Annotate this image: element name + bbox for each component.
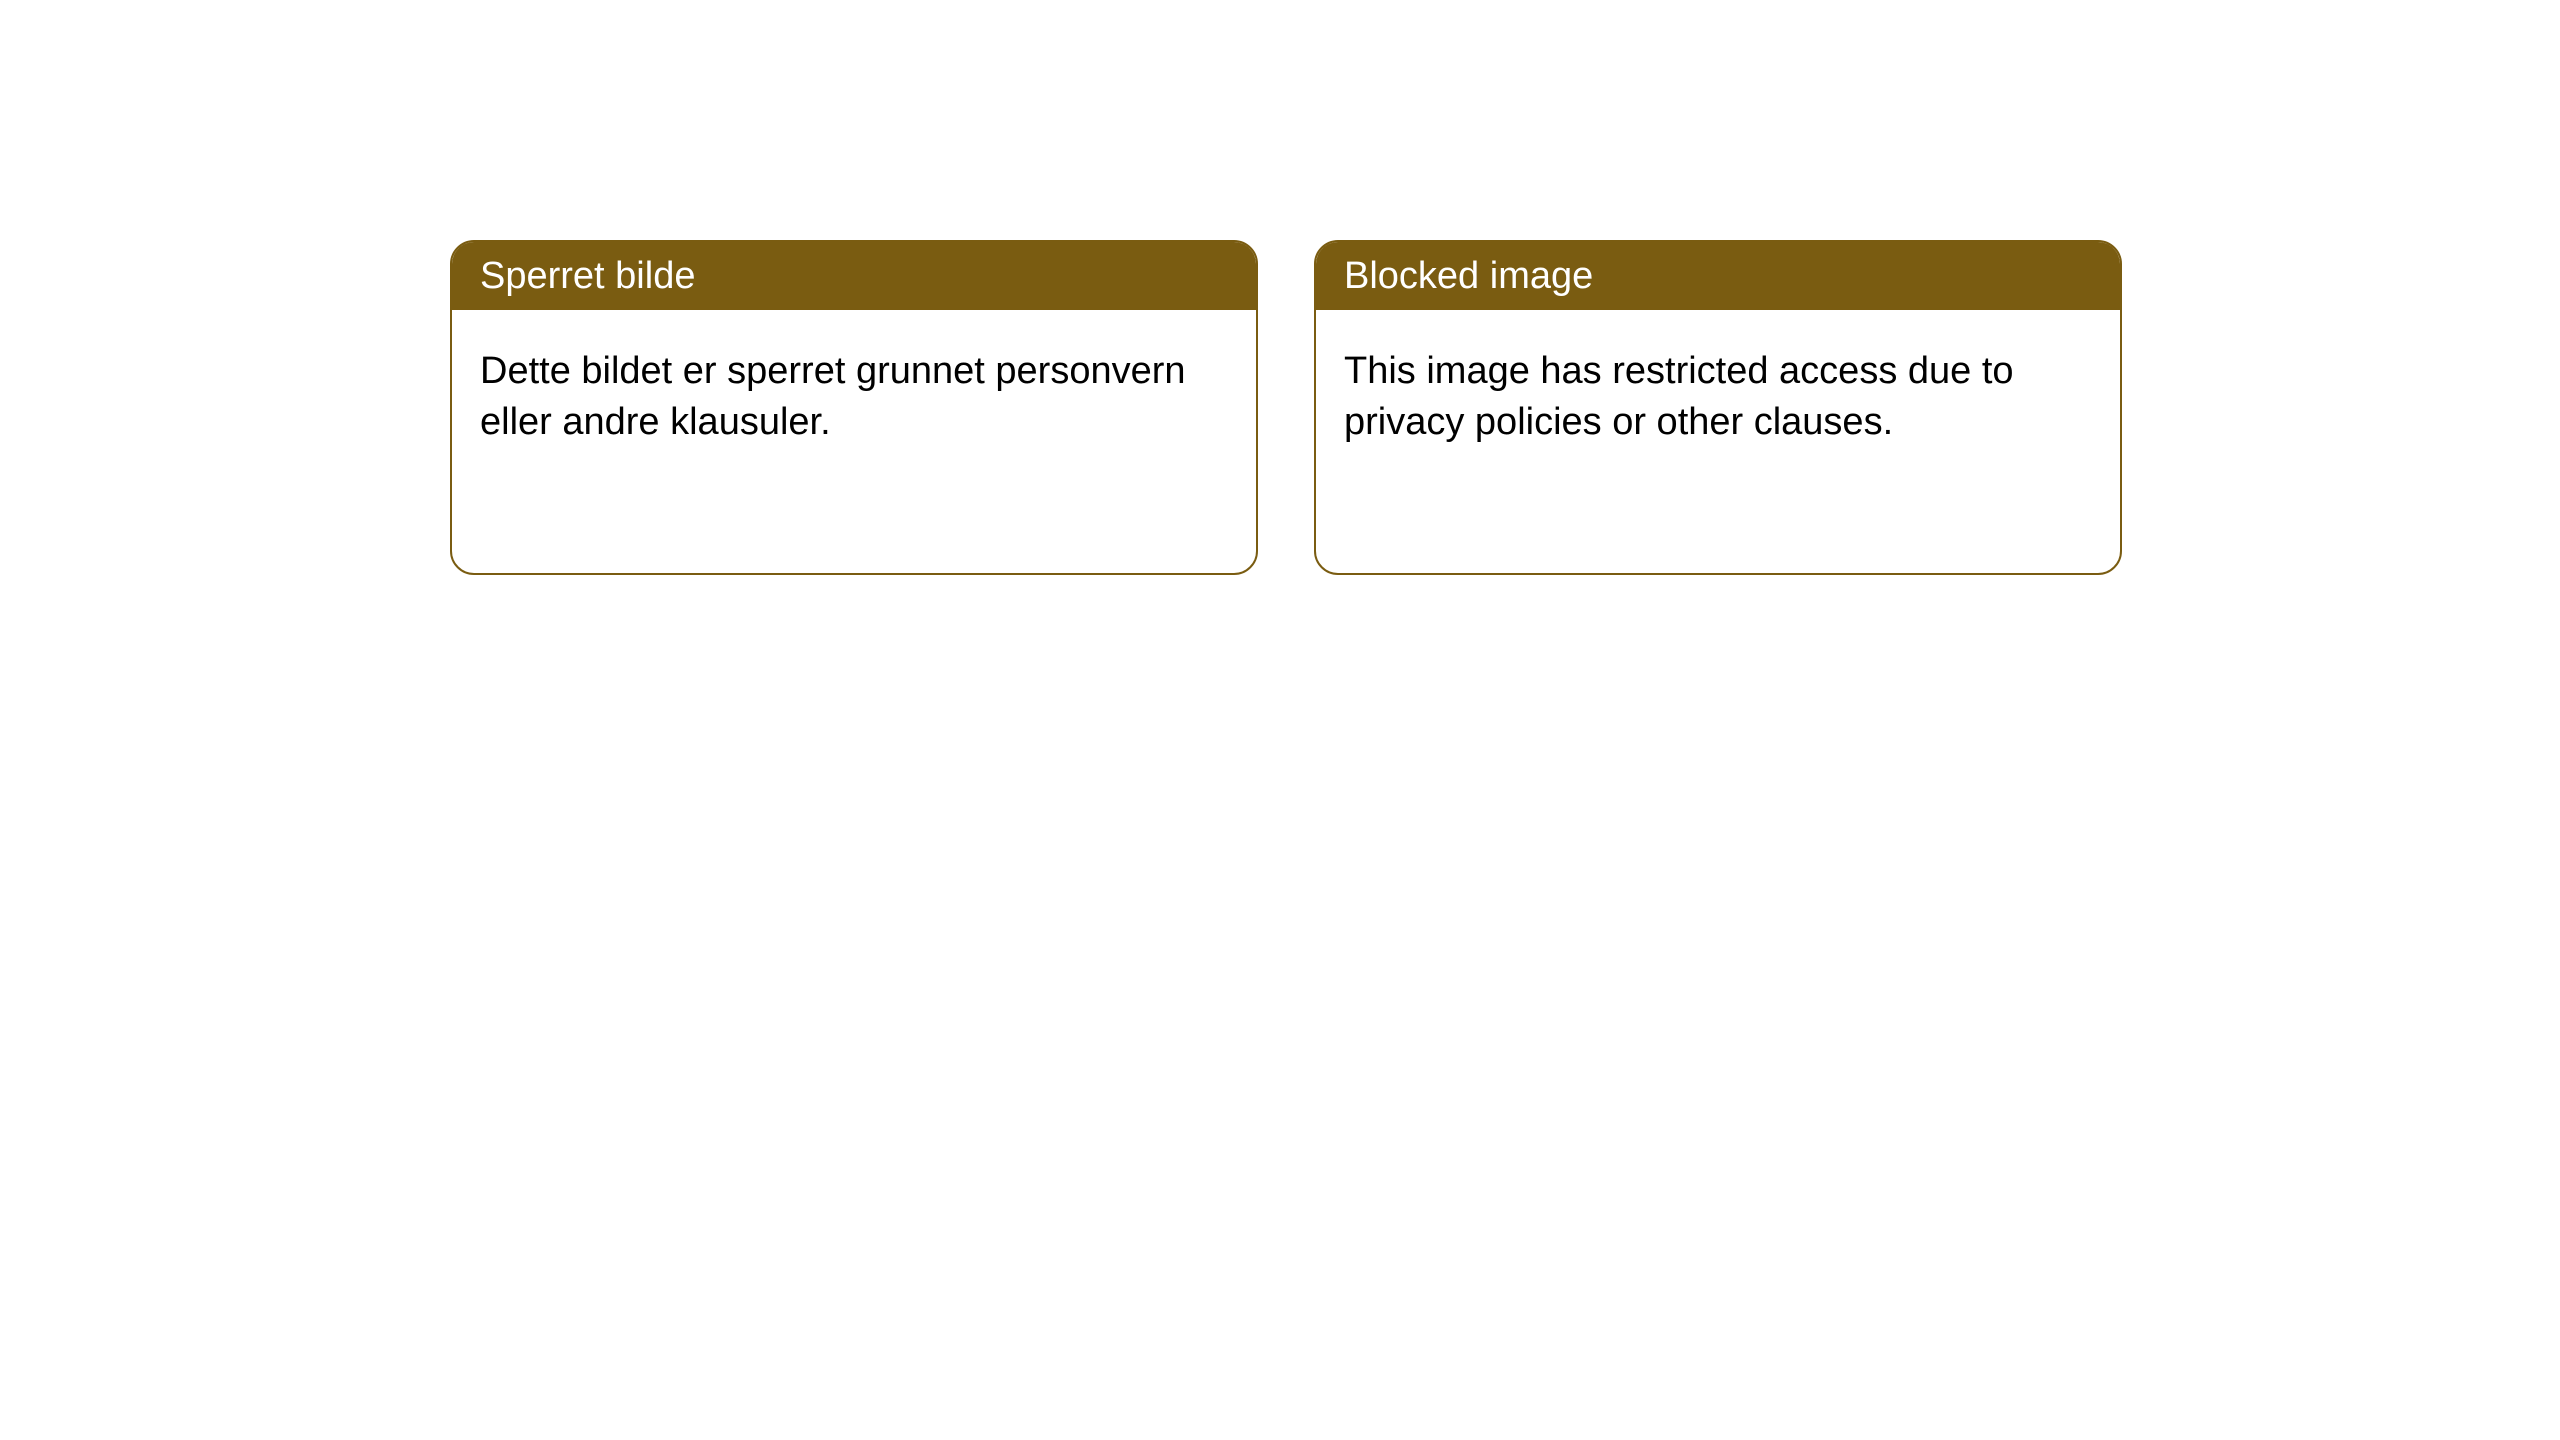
notice-title: Sperret bilde [480,255,695,297]
notice-card-header: Sperret bilde [452,242,1256,310]
notice-card-norwegian: Sperret bilde Dette bildet er sperret gr… [450,240,1258,575]
notice-title: Blocked image [1344,255,1593,297]
notice-card-english: Blocked image This image has restricted … [1314,240,2122,575]
notice-card-body: This image has restricted access due to … [1316,310,2120,485]
notice-card-body: Dette bildet er sperret grunnet personve… [452,310,1256,485]
notice-card-header: Blocked image [1316,242,2120,310]
notice-message: Dette bildet er sperret grunnet personve… [480,350,1186,443]
blocked-image-notices: Sperret bilde Dette bildet er sperret gr… [450,240,2122,575]
notice-message: This image has restricted access due to … [1344,350,2014,443]
